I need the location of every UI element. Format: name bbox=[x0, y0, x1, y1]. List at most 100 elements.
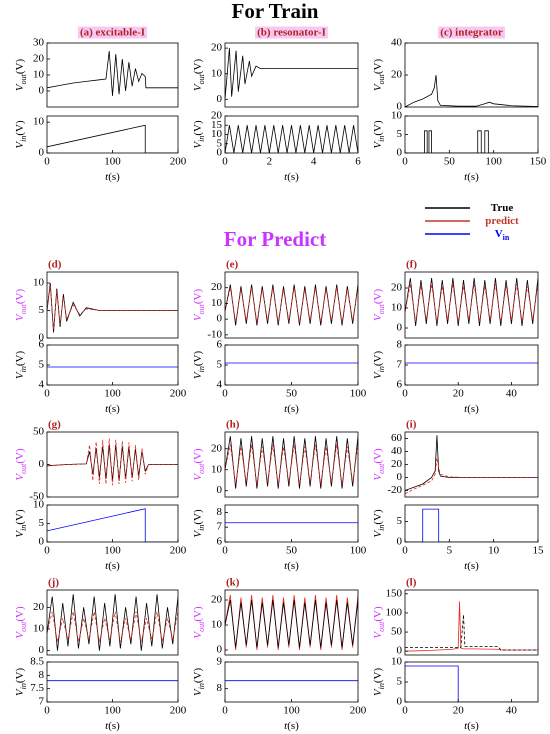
x-axis-label-unit: (s) bbox=[108, 171, 120, 183]
x-tick-label: 0 bbox=[402, 545, 408, 557]
panel-title: (g) bbox=[48, 419, 61, 431]
y-axis-label: Vout(V) bbox=[372, 59, 387, 92]
x-tick-label: 50 bbox=[286, 388, 298, 400]
y-axis-label-base: V bbox=[192, 631, 204, 639]
data-line bbox=[47, 594, 178, 651]
data-line bbox=[405, 614, 538, 651]
x-tick-label: 6 bbox=[355, 156, 361, 168]
y-axis-label-sub: in bbox=[377, 683, 386, 689]
y-axis-label-unit: (V) bbox=[192, 289, 204, 305]
y-tick-label: 10 bbox=[33, 499, 45, 511]
y-tick-label: 10 bbox=[391, 110, 403, 122]
y-tick-label: 0 bbox=[217, 93, 223, 105]
y-axis-label: Vin(V) bbox=[192, 509, 207, 538]
y-axis-label-base: V bbox=[14, 473, 26, 481]
y-tick-label: 0 bbox=[217, 644, 223, 656]
y-tick-label: 20 bbox=[211, 442, 223, 454]
y-axis-label-sub: out bbox=[197, 73, 206, 84]
x-axis-label: t(s) bbox=[464, 720, 479, 732]
y-tick-label: 8 bbox=[39, 669, 45, 681]
x-tick-label: 200 bbox=[170, 545, 187, 557]
y-axis-label-unit: (V) bbox=[372, 668, 384, 684]
y-axis-label-base: V bbox=[14, 631, 26, 639]
y-axis-label-base: V bbox=[14, 371, 26, 379]
y-axis-label: Vout(V) bbox=[372, 448, 387, 481]
title-highlight bbox=[438, 26, 505, 39]
y-axis-label-sub: in bbox=[19, 525, 28, 531]
y-tick-label: 15 bbox=[211, 119, 223, 131]
x-tick-label: 100 bbox=[104, 705, 121, 717]
x-axis-label-base: t bbox=[105, 720, 109, 732]
x-tick-label: 20 bbox=[453, 705, 465, 717]
y-axis-label-base: V bbox=[372, 688, 384, 696]
data-line bbox=[47, 124, 178, 153]
y-tick-label: 7 bbox=[39, 696, 45, 708]
plot-frame bbox=[224, 115, 359, 154]
y-axis-label-unit: (V) bbox=[372, 606, 384, 622]
y-axis-label-sub: out bbox=[19, 73, 28, 84]
x-axis-label: t(s) bbox=[464, 403, 479, 415]
x-axis-label-base: t bbox=[284, 171, 288, 183]
y-axis-label-base: V bbox=[14, 83, 26, 91]
panel-title: (k) bbox=[226, 577, 240, 589]
panel-title: (f) bbox=[406, 259, 417, 271]
y-axis-label-sub: out bbox=[377, 621, 386, 632]
y-axis-label-unit: (V) bbox=[192, 120, 204, 136]
x-tick-label: 200 bbox=[350, 705, 367, 717]
y-tick-label: 10 bbox=[211, 619, 223, 631]
y-axis-label-unit: (V) bbox=[14, 606, 26, 622]
x-tick-label: 0 bbox=[44, 156, 50, 168]
x-tick-label: 0 bbox=[222, 705, 228, 717]
y-tick-label: 0 bbox=[39, 147, 45, 159]
y-axis-label: Vout(V) bbox=[372, 289, 387, 322]
y-tick-label: 20 bbox=[211, 110, 223, 122]
x-axis-label: t(s) bbox=[105, 560, 120, 572]
y-axis-label-base: V bbox=[14, 530, 26, 538]
y-axis-label-sub: in bbox=[19, 366, 28, 372]
plot-frame bbox=[224, 661, 359, 703]
y-tick-label: 10 bbox=[211, 297, 223, 309]
y-tick-label: 0 bbox=[397, 696, 403, 708]
data-line bbox=[225, 287, 358, 323]
legend-name: predict bbox=[485, 215, 519, 227]
y-axis-label-sub: in bbox=[377, 366, 386, 372]
y-tick-label: 0 bbox=[397, 147, 403, 159]
y-axis-label-sub: out bbox=[197, 621, 206, 632]
y-tick-label: 0 bbox=[39, 644, 45, 656]
y-axis-label-base: V bbox=[14, 141, 26, 149]
y-axis-label-unit: (V) bbox=[192, 606, 204, 622]
y-tick-label: 20 bbox=[391, 69, 403, 81]
panel-title: (b) resonator-I bbox=[257, 27, 326, 39]
x-axis-label: t(s) bbox=[284, 560, 299, 572]
y-tick-label: 150 bbox=[386, 587, 403, 599]
y-axis-label: Vin(V) bbox=[14, 351, 29, 380]
y-axis-label-base: V bbox=[372, 313, 384, 321]
title-highlight bbox=[77, 26, 148, 39]
x-tick-label: 15 bbox=[533, 545, 545, 557]
y-tick-label: 6 bbox=[217, 339, 223, 351]
data-line bbox=[47, 508, 178, 542]
data-line bbox=[405, 435, 538, 491]
y-tick-label: 5 bbox=[217, 137, 223, 149]
y-tick-label: 5 bbox=[39, 359, 45, 371]
data-line bbox=[405, 508, 538, 542]
y-tick-label: 5 bbox=[397, 515, 403, 527]
y-axis-label-sub: out bbox=[197, 463, 206, 474]
y-axis-label-unit: (V) bbox=[192, 668, 204, 684]
panel-title: (h) bbox=[226, 419, 240, 431]
y-tick-label: 20 bbox=[391, 458, 403, 470]
x-axis-label-base: t bbox=[464, 403, 468, 415]
x-axis-label-base: t bbox=[464, 560, 468, 572]
plot-frame bbox=[224, 42, 359, 108]
x-axis-label-base: t bbox=[105, 403, 109, 415]
x-tick-label: 0 bbox=[222, 545, 228, 557]
plot-frame bbox=[404, 115, 539, 154]
x-axis-label-base: t bbox=[105, 171, 109, 183]
y-tick-label: 0 bbox=[397, 322, 403, 334]
x-axis-label-unit: (s) bbox=[287, 171, 299, 183]
x-axis-label-unit: (s) bbox=[287, 403, 299, 415]
y-tick-label: 10 bbox=[391, 656, 403, 668]
y-axis-label: Vout(V) bbox=[192, 59, 207, 92]
legend-name: True bbox=[491, 202, 514, 214]
